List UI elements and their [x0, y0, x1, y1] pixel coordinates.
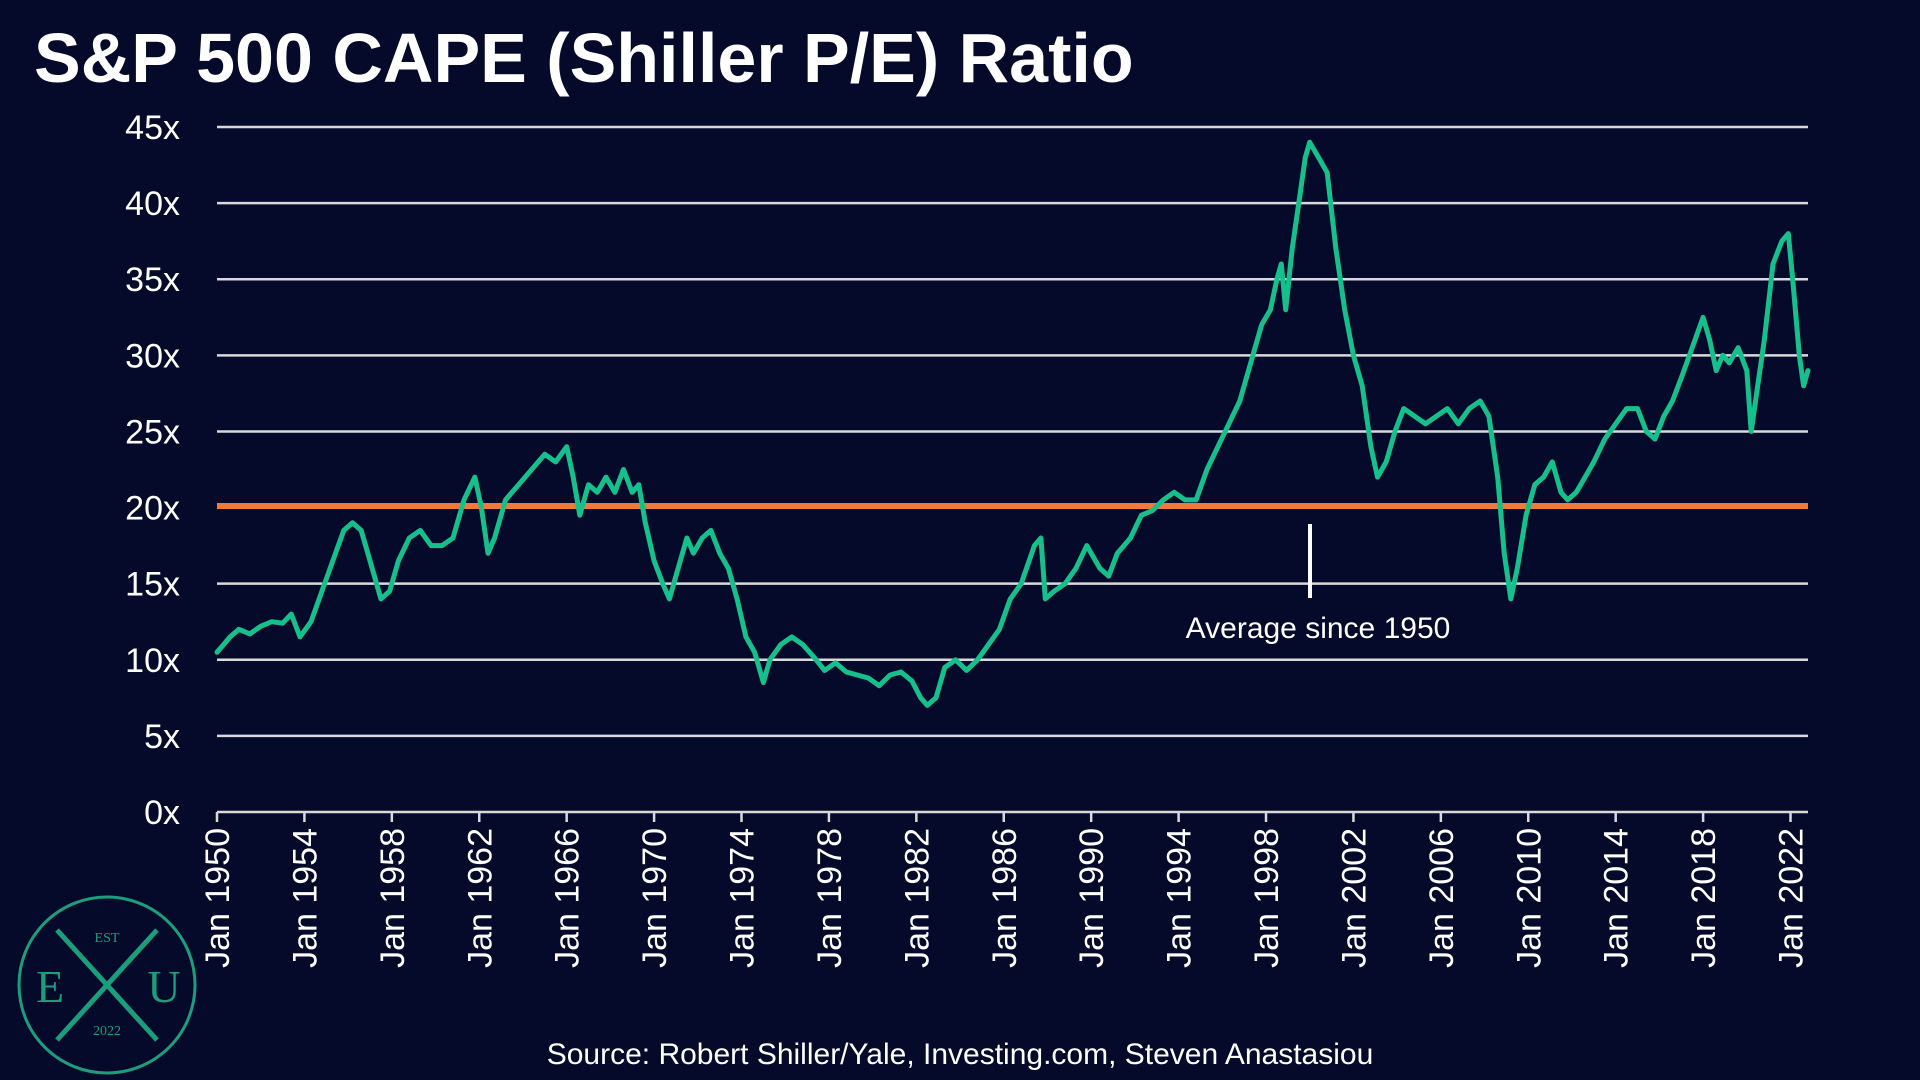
- gridlines: [217, 125, 1808, 738]
- logo-letter-u: U: [147, 961, 180, 1012]
- cape-series-line: [214, 139, 1811, 708]
- logo-letter-e: E: [36, 961, 64, 1012]
- x-tick-label: Jan 2002: [1335, 828, 1373, 968]
- logo-year-text: 2022: [93, 1024, 121, 1039]
- x-tick-label: Jan 2006: [1423, 828, 1461, 968]
- x-tick-label: Jan 2018: [1685, 828, 1723, 968]
- x-tick-label: Jan 1990: [1073, 828, 1111, 968]
- y-tick-label: 0x: [144, 794, 180, 832]
- exu-logo: EST E U 2022: [17, 895, 197, 1075]
- y-tick-label: 30x: [125, 337, 180, 375]
- y-tick-label: 35x: [125, 261, 180, 299]
- x-tick-label: Jan 1954: [286, 828, 324, 968]
- x-tick-label: Jan 1950: [199, 828, 237, 968]
- x-tick-label: Jan 1998: [1248, 828, 1286, 968]
- chart-title: S&P 500 CAPE (Shiller P/E) Ratio: [34, 19, 1134, 97]
- y-axis-ticks: 0x 5x 10x 15x 20x 25x 30x 35x 40x 45x: [125, 109, 180, 832]
- y-tick-label: 15x: [125, 566, 180, 604]
- x-tick-label: Jan 1974: [724, 828, 762, 968]
- y-tick-label: 10x: [125, 642, 180, 680]
- logo-cross: [55, 928, 159, 1042]
- x-tick-label: Jan 1986: [986, 828, 1024, 968]
- logo-est-text: EST: [95, 931, 120, 946]
- y-tick-label: 40x: [125, 185, 180, 223]
- source-note: Source: Robert Shiller/Yale, Investing.c…: [546, 1038, 1374, 1071]
- logo-ring: [17, 895, 197, 1075]
- x-axis-ticks: Jan 1950 Jan 1954 Jan 1958 Jan 1962 Jan 1966…: [199, 812, 1811, 968]
- x-tick-label: Jan 2010: [1510, 828, 1548, 968]
- x-tick-label: Jan 1966: [549, 828, 587, 968]
- x-tick-label: Jan 1978: [811, 828, 849, 968]
- x-tick-label: Jan 1962: [461, 828, 499, 968]
- y-tick-label: 25x: [125, 413, 180, 451]
- x-tick-label: Jan 2022: [1773, 828, 1811, 968]
- y-tick-label: 45x: [125, 109, 180, 147]
- y-tick-label: 20x: [125, 490, 180, 528]
- y-tick-label: 5x: [144, 718, 180, 756]
- x-tick-label: Jan 1994: [1161, 828, 1199, 968]
- x-tick-label: Jan 1982: [898, 828, 936, 968]
- x-tick-label: Jan 1970: [636, 828, 674, 968]
- x-tick-label: Jan 2014: [1598, 828, 1636, 968]
- x-tick-label: Jan 1958: [374, 828, 412, 968]
- average-annotation: Average since 1950: [1186, 612, 1451, 645]
